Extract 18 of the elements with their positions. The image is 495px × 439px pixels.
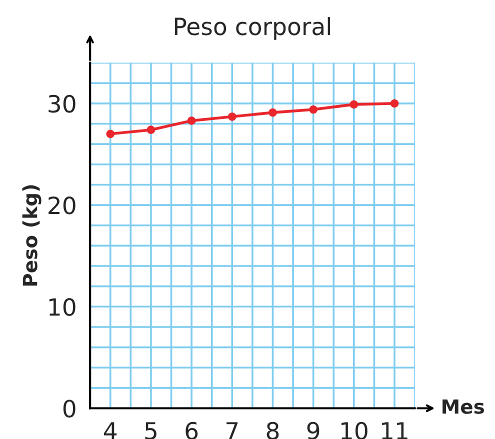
y-tick-label: 30 (48, 94, 76, 113)
y-tick-label: 20 (48, 196, 76, 214)
x-axis-title: Mes (442, 399, 484, 414)
x-tick-label: 4 (104, 422, 117, 439)
point (268, 108, 277, 117)
x-tick-label: 11 (382, 422, 408, 439)
y-tick-label: 10 (49, 298, 76, 316)
point (187, 116, 196, 125)
point (106, 130, 115, 138)
x-tick-label: 7 (226, 422, 238, 439)
chart-title: Peso corporal (175, 17, 330, 40)
point (146, 126, 156, 134)
point (350, 100, 358, 109)
y-tick-label: 0 (63, 400, 76, 418)
point (309, 105, 318, 114)
y-axis-title: Peso (kg) (22, 185, 42, 286)
point (228, 112, 236, 121)
point (390, 99, 399, 108)
